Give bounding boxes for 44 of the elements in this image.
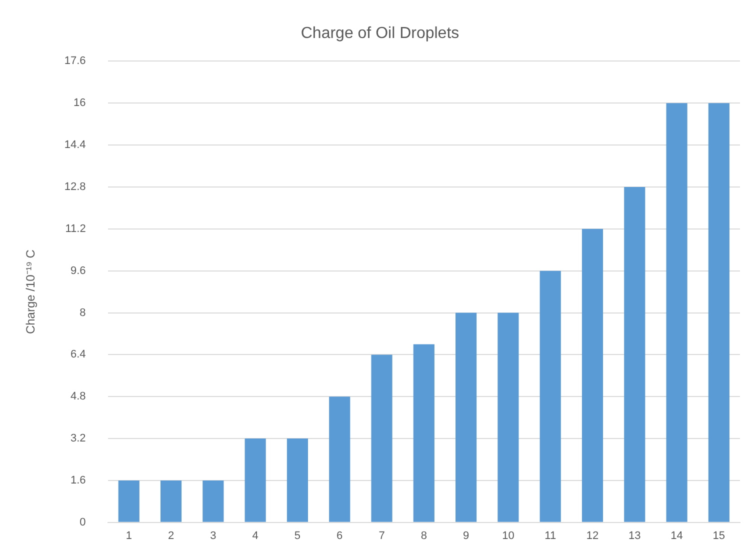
x-tick-label: 3 bbox=[210, 530, 216, 542]
bar bbox=[413, 344, 434, 522]
y-tick-label: 11.2 bbox=[65, 222, 86, 235]
x-tick-label: 11 bbox=[544, 530, 556, 542]
bar bbox=[666, 103, 688, 522]
y-tick-label: 6.4 bbox=[70, 348, 86, 361]
y-tick-label: 0 bbox=[80, 516, 86, 528]
bar bbox=[286, 438, 308, 522]
bar bbox=[244, 438, 266, 522]
y-tick-label: 17.6 bbox=[64, 55, 86, 68]
bar bbox=[329, 396, 350, 522]
x-tick-label: 4 bbox=[252, 530, 258, 542]
y-tick-label: 4.8 bbox=[70, 390, 86, 403]
x-tick-label: 8 bbox=[420, 530, 427, 542]
bar bbox=[540, 270, 561, 522]
y-tick-label: 9.6 bbox=[70, 264, 86, 277]
x-tick-label: 10 bbox=[502, 530, 514, 542]
x-tick-label: 7 bbox=[378, 530, 385, 542]
x-tick-label: 9 bbox=[462, 530, 470, 542]
x-tick-label: 14 bbox=[670, 530, 683, 542]
y-tick-label: 8 bbox=[80, 306, 86, 319]
bar bbox=[456, 312, 477, 522]
bar bbox=[624, 186, 646, 522]
bar bbox=[118, 480, 140, 522]
y-tick-label: 1.6 bbox=[70, 474, 86, 487]
y-axis-title: Charge /10⁻¹⁹ C bbox=[24, 249, 38, 334]
y-tick-label: 16 bbox=[74, 97, 86, 110]
bar bbox=[582, 228, 604, 522]
x-tick-label: 13 bbox=[628, 530, 641, 542]
bar bbox=[708, 103, 730, 522]
x-tick-label: 15 bbox=[712, 530, 726, 542]
bar bbox=[498, 312, 519, 522]
bar bbox=[160, 480, 182, 522]
x-tick-label: 1 bbox=[126, 530, 132, 542]
y-tick-label: 14.4 bbox=[64, 139, 86, 152]
x-tick-label: 12 bbox=[586, 530, 599, 542]
chart-title: Charge of Oil Droplets bbox=[300, 25, 460, 42]
y-tick-label: 12.8 bbox=[64, 181, 86, 194]
x-tick-label: 5 bbox=[294, 530, 301, 542]
y-tick-label: 3.2 bbox=[70, 432, 86, 445]
bar bbox=[202, 480, 224, 522]
x-tick-label: 6 bbox=[336, 530, 343, 542]
x-tick-label: 2 bbox=[168, 530, 174, 542]
bar bbox=[371, 354, 392, 522]
